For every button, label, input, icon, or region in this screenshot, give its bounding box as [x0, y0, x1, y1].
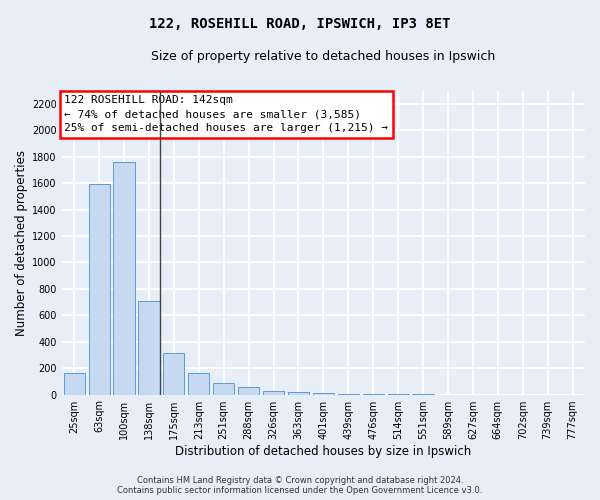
Bar [188, 374, 209, 394]
X-axis label: Distribution of detached houses by size in Ipswich: Distribution of detached houses by size … [175, 444, 472, 458]
Bar [288, 392, 309, 394]
Bar [163, 353, 184, 395]
Bar [64, 374, 85, 394]
Title: Size of property relative to detached houses in Ipswich: Size of property relative to detached ho… [151, 50, 496, 63]
Text: Contains HM Land Registry data © Crown copyright and database right 2024.
Contai: Contains HM Land Registry data © Crown c… [118, 476, 482, 495]
Text: 122 ROSEHILL ROAD: 142sqm
← 74% of detached houses are smaller (3,585)
25% of se: 122 ROSEHILL ROAD: 142sqm ← 74% of detac… [64, 95, 388, 133]
Bar [213, 382, 235, 394]
Bar [89, 184, 110, 394]
Y-axis label: Number of detached properties: Number of detached properties [15, 150, 28, 336]
Bar [113, 162, 134, 394]
Text: 122, ROSEHILL ROAD, IPSWICH, IP3 8ET: 122, ROSEHILL ROAD, IPSWICH, IP3 8ET [149, 18, 451, 32]
Bar [238, 388, 259, 394]
Bar [263, 390, 284, 394]
Bar [139, 300, 160, 394]
